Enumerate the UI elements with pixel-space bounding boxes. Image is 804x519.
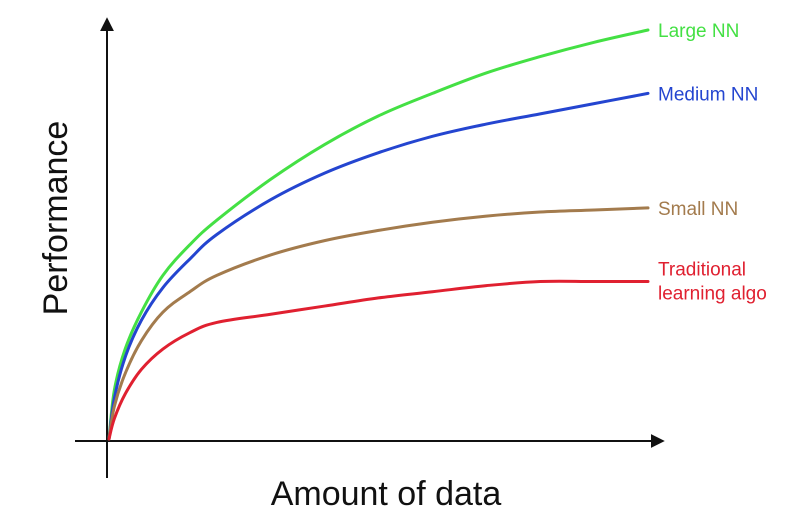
series-label-line: learning algo — [658, 283, 767, 304]
series-label-medium-nn: Medium NN — [658, 84, 758, 105]
series-label-line: Medium NN — [658, 84, 758, 105]
series-line-traditional-learning-algo — [107, 279, 650, 441]
series-label-small-nn: Small NN — [658, 199, 738, 220]
series-label-traditional-learning-algo: Traditional learning algo — [658, 259, 767, 304]
series-line-medium-nn — [107, 91, 650, 441]
series-label-line: Small NN — [658, 199, 738, 220]
series-group — [107, 28, 650, 441]
series-labels: Large NN Medium NN Small NN Traditional lear… — [658, 21, 767, 304]
x-axis-title: Amount of data — [271, 475, 502, 513]
series-line-small-nn — [107, 206, 650, 441]
series-label-large-nn: Large NN — [658, 21, 739, 42]
y-axis-title: Performance — [37, 121, 75, 316]
series-label-line: Traditional — [658, 259, 746, 280]
series-label-line: Large NN — [658, 21, 739, 42]
series-line-large-nn — [107, 28, 650, 441]
